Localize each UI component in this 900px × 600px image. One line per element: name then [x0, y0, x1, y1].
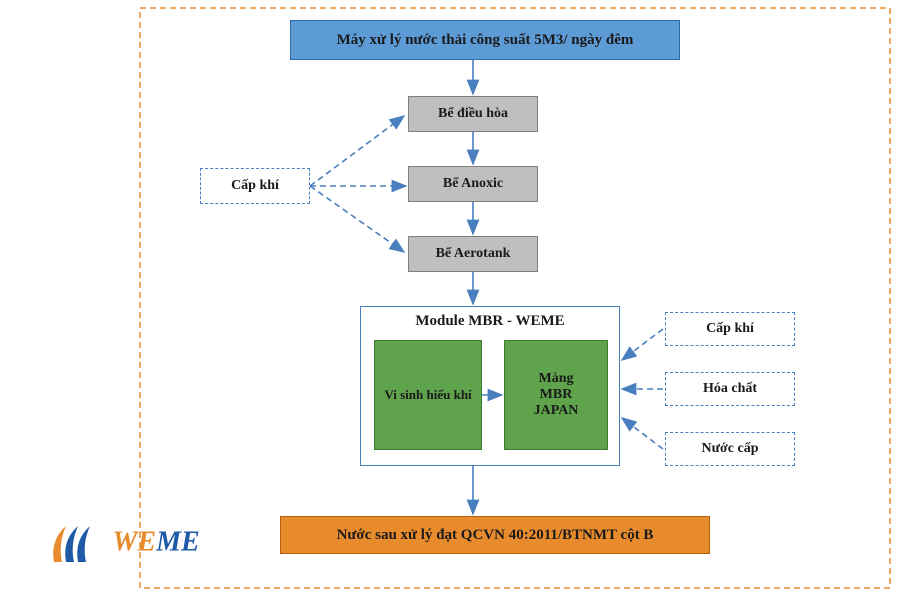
node-be_anoxic: Bể Anoxic	[408, 166, 538, 202]
logo-stripe-0	[53, 526, 66, 562]
arrow-11	[622, 418, 663, 449]
flowchart-canvas	[0, 0, 900, 600]
logo-text-me: ME	[156, 526, 200, 557]
node-cap_khi_r: Cấp khí	[665, 312, 795, 346]
node-nuoc_cap: Nước cấp	[665, 432, 795, 466]
arrow-6	[310, 116, 404, 186]
weme-logo: WEME	[48, 524, 200, 564]
node-cap_khi_l: Cấp khí	[200, 168, 310, 204]
node-header: Máy xử lý nước thải công suất 5M3/ ngày …	[290, 20, 680, 60]
arrow-8	[310, 186, 404, 252]
logo-stripe-1	[65, 526, 78, 562]
node-hoa_chat: Hóa chất	[665, 372, 795, 406]
arrow-9	[622, 329, 663, 360]
logo-text-we: WE	[113, 526, 157, 557]
node-vi_sinh: Vi sinh hiếu khí	[374, 340, 482, 450]
node-mod_title: Module MBR - WEME	[360, 308, 620, 334]
node-be_aero: Bể Aerotank	[408, 236, 538, 272]
node-mang_mbr: MàngMBRJAPAN	[504, 340, 608, 450]
node-be_dieu: Bể điều hòa	[408, 96, 538, 132]
logo-stripe-2	[77, 526, 90, 562]
node-footer: Nước sau xử lý đạt QCVN 40:2011/BTNMT cộ…	[280, 516, 710, 554]
